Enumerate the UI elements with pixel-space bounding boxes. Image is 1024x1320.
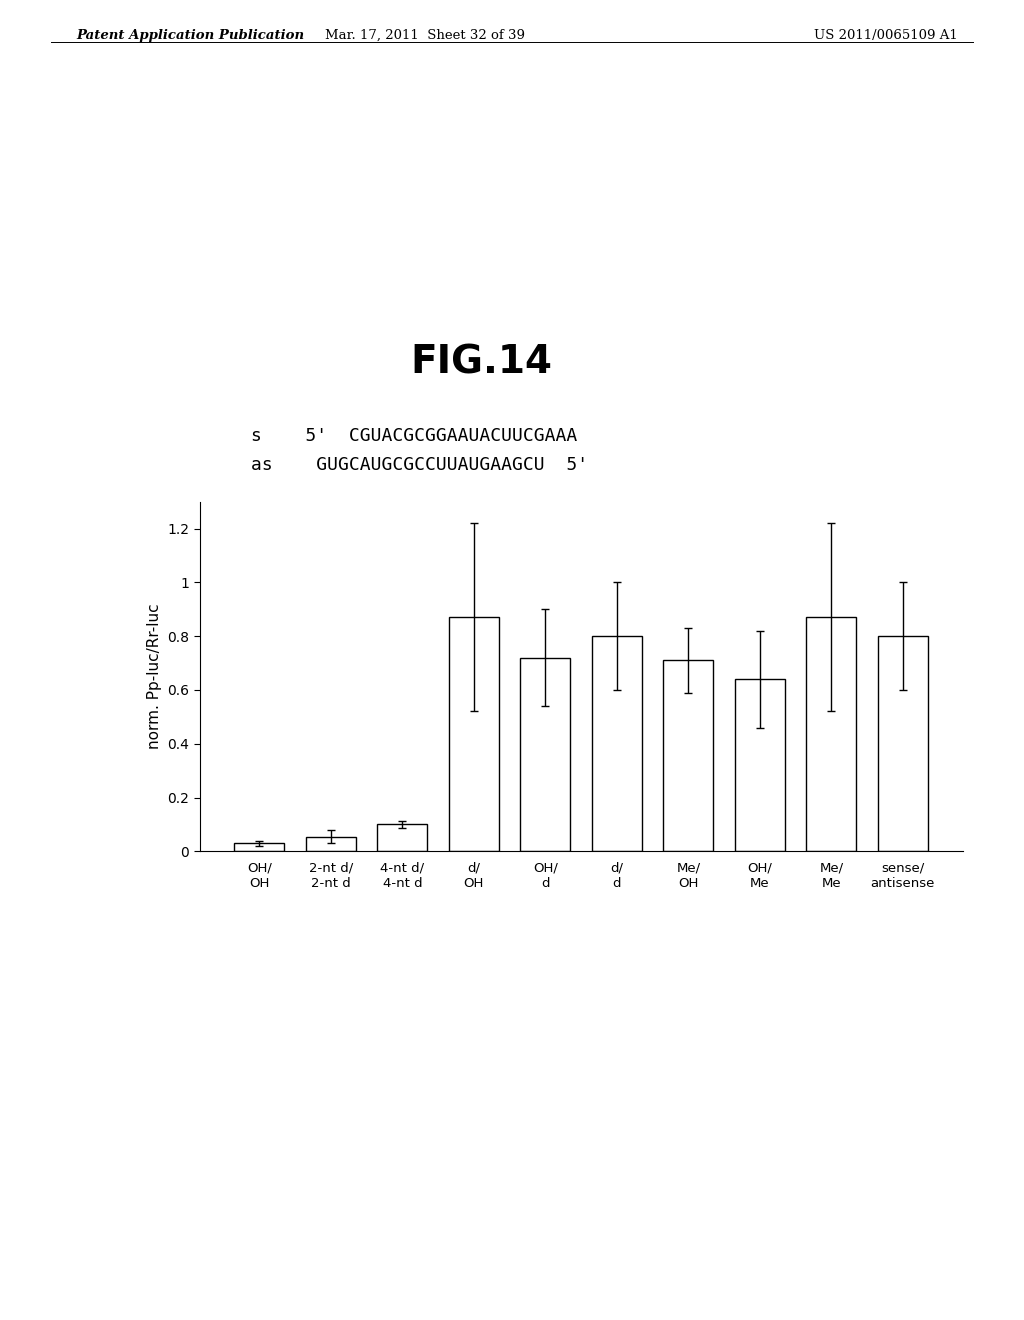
Bar bbox=[878, 636, 928, 851]
Bar bbox=[806, 618, 856, 851]
Bar bbox=[735, 680, 784, 851]
Bar bbox=[234, 843, 285, 851]
Bar bbox=[520, 657, 570, 851]
Bar bbox=[378, 825, 427, 851]
Text: Patent Application Publication: Patent Application Publication bbox=[77, 29, 305, 42]
Y-axis label: norm. Pp-luc/Rr-luc: norm. Pp-luc/Rr-luc bbox=[146, 603, 162, 750]
Text: US 2011/0065109 A1: US 2011/0065109 A1 bbox=[814, 29, 957, 42]
Bar bbox=[306, 837, 356, 851]
Bar bbox=[592, 636, 642, 851]
Text: as    GUGCAUGCGCCUUAUGAAGCU  5': as GUGCAUGCGCCUUAUGAAGCU 5' bbox=[251, 455, 588, 474]
Bar bbox=[664, 660, 714, 851]
Text: FIG.14: FIG.14 bbox=[411, 345, 552, 381]
Bar bbox=[449, 618, 499, 851]
Text: s    5'  CGUACGCGGAAUACUUCGAAA: s 5' CGUACGCGGAAUACUUCGAAA bbox=[251, 426, 578, 445]
Text: Mar. 17, 2011  Sheet 32 of 39: Mar. 17, 2011 Sheet 32 of 39 bbox=[325, 29, 525, 42]
